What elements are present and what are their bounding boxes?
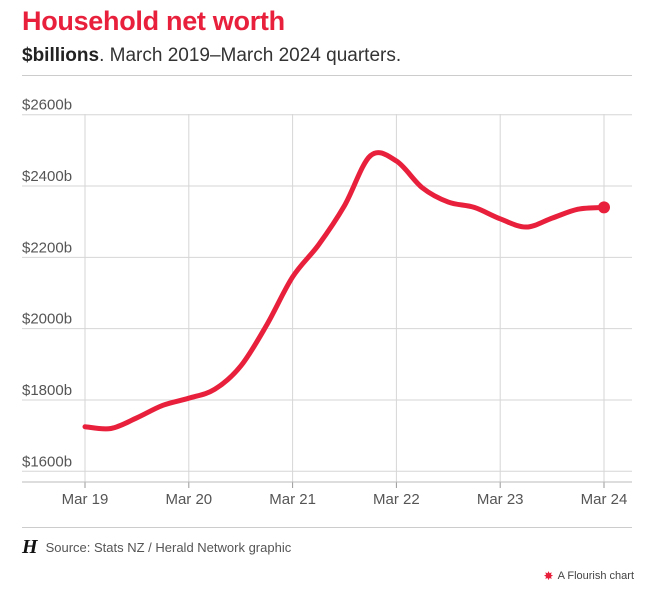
footer-divider <box>22 527 632 528</box>
x-tick-label: Mar 19 <box>62 491 109 508</box>
herald-logo-icon: H <box>22 536 38 558</box>
series-end-point[interactable] <box>598 201 610 214</box>
y-tick-label: $1600b <box>22 453 72 470</box>
chart-title: Household net worth <box>22 6 285 36</box>
x-tick-label: Mar 22 <box>373 491 420 508</box>
subtitle-unit: $billions <box>22 45 100 66</box>
chart-subtitle: $billions. March 2019–March 2024 quarter… <box>22 45 401 67</box>
series-line <box>82 150 607 432</box>
x-tick-label: Mar 21 <box>269 491 316 508</box>
grid-lines <box>22 114 632 482</box>
series-layer <box>82 150 610 432</box>
x-tick-label: Mar 23 <box>477 491 524 508</box>
y-tick-label: $1800b <box>22 382 72 399</box>
line-chart: $1600b $1800b $2000b $2200b $2400b $2600b Mar … <box>22 97 632 508</box>
x-tick-label: Mar 24 <box>581 491 628 508</box>
y-tick-label: $2200b <box>22 239 72 256</box>
header-divider <box>22 75 632 76</box>
flourish-credit-link[interactable]: ✸ A Flourish chart <box>543 568 634 583</box>
x-tick-label: Mar 20 <box>165 491 212 508</box>
source-note: H Source: Stats NZ / Herald Network grap… <box>22 536 292 558</box>
credit-text: A Flourish chart <box>557 570 634 582</box>
y-tick-label: $2400b <box>22 168 72 185</box>
axes: $1600b $1800b $2000b $2200b $2400b $2600b Mar … <box>22 97 632 508</box>
subtitle-description: . March 2019–March 2024 quarters. <box>99 45 402 66</box>
source-text: Source: Stats NZ / Herald Network graphi… <box>45 539 292 555</box>
y-tick-label: $2000b <box>22 311 72 328</box>
y-tick-label: $2600b <box>22 97 72 114</box>
flourish-logo-icon: ✸ <box>543 568 554 583</box>
